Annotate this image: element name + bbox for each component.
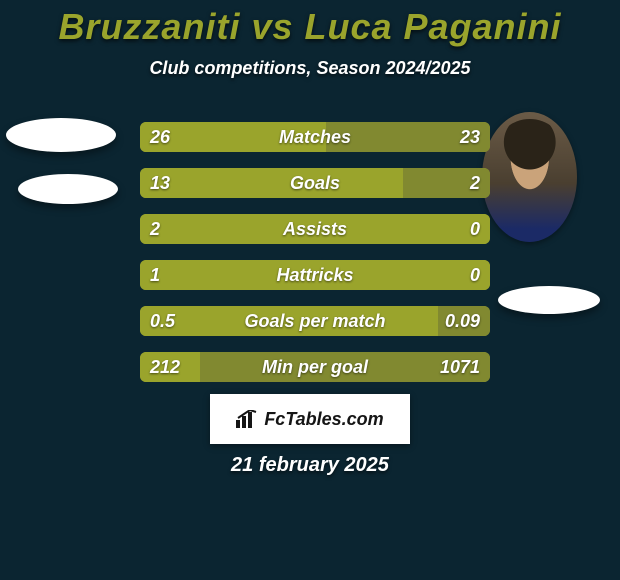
player-right-photo-placeholder bbox=[482, 112, 577, 242]
stat-row: 2623Matches bbox=[140, 122, 490, 152]
stat-row: 0.50.09Goals per match bbox=[140, 306, 490, 336]
player-right-oval bbox=[498, 286, 600, 314]
stat-row: 10Hattricks bbox=[140, 260, 490, 290]
stats-area: 2623Matches 132Goals 20Assists 10Hattricks 0… bbox=[140, 122, 490, 398]
stat-row: 132Goals bbox=[140, 168, 490, 198]
date-line: 21 february 2025 bbox=[0, 454, 620, 477]
comparison-canvas: Bruzzaniti vs Luca Paganini Club competi… bbox=[0, 0, 620, 580]
source-badge-text: FcTables.com bbox=[264, 409, 383, 430]
stat-label: Goals bbox=[140, 168, 490, 198]
stat-label: Goals per match bbox=[140, 306, 490, 336]
stat-label: Assists bbox=[140, 214, 490, 244]
source-badge-icon bbox=[236, 410, 258, 428]
stat-label: Matches bbox=[140, 122, 490, 152]
player-left-oval-1 bbox=[6, 118, 116, 152]
stat-label: Hattricks bbox=[140, 260, 490, 290]
stat-row: 2121071Min per goal bbox=[140, 352, 490, 382]
player-left-oval-2 bbox=[18, 174, 118, 204]
page-title: Bruzzaniti vs Luca Paganini bbox=[0, 0, 620, 48]
player-right-avatar bbox=[482, 112, 592, 242]
stat-label: Min per goal bbox=[140, 352, 490, 382]
subtitle: Club competitions, Season 2024/2025 bbox=[0, 58, 620, 79]
source-badge: FcTables.com bbox=[210, 394, 410, 444]
stat-row: 20Assists bbox=[140, 214, 490, 244]
